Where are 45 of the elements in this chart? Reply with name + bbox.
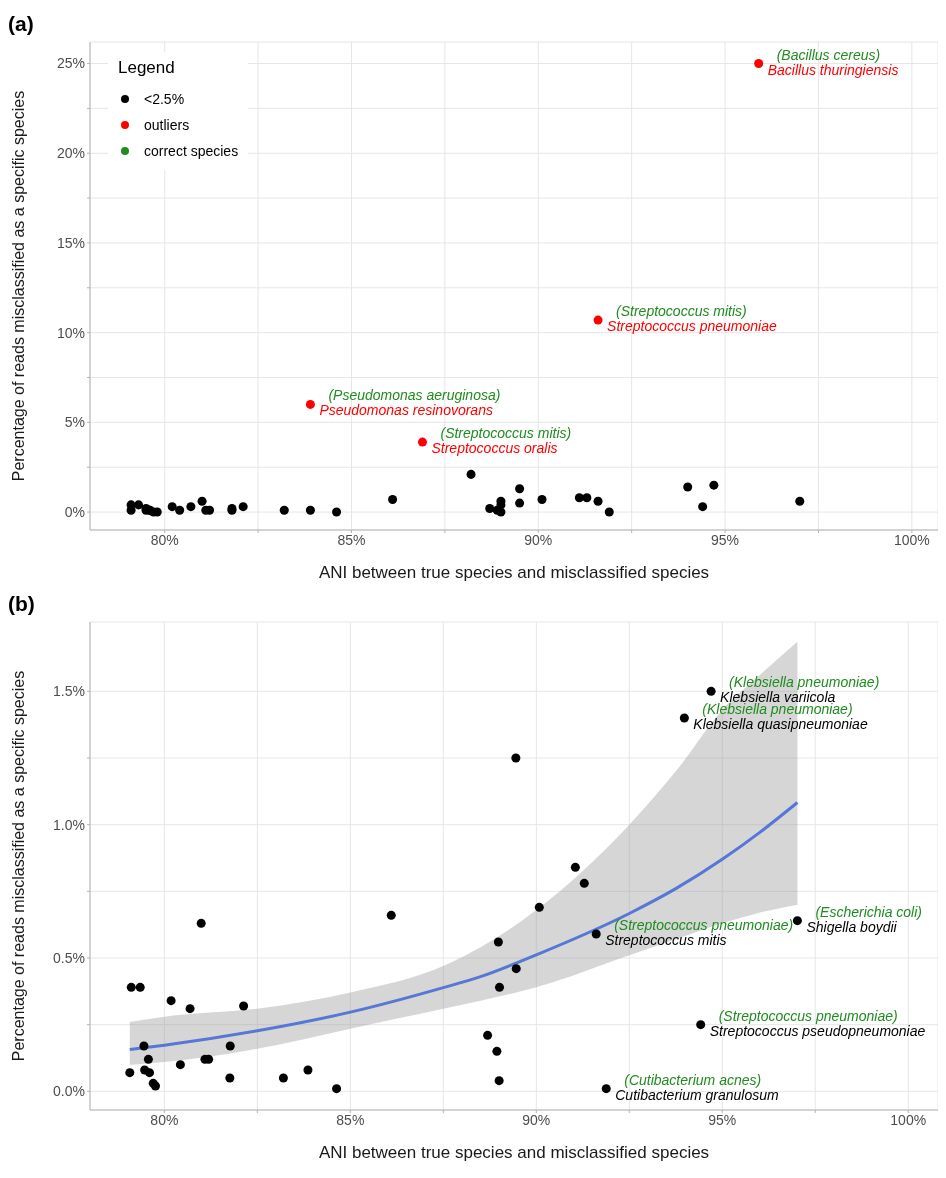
y-tick-label: 0.0% xyxy=(53,1083,85,1100)
x-axis-title: ANI between true species and misclassified species xyxy=(318,563,710,582)
annotation: Pseudomonas resinovorans xyxy=(319,402,493,419)
annotation: (Escherichia coli) xyxy=(815,903,922,920)
annotation: (Klebsiella pneumoniae) xyxy=(729,674,880,691)
annotation: (Streptococcus pneumoniae) xyxy=(718,1007,898,1024)
x-tick-label: 95% xyxy=(708,1111,737,1128)
y-tick-label: 5% xyxy=(64,414,85,431)
annotation: (Pseudomonas aeruginosa) xyxy=(328,387,501,404)
x-tick-label: 100% xyxy=(890,1111,927,1128)
legend-label: outliers xyxy=(144,117,190,133)
y-tick-label: 1.0% xyxy=(53,816,85,833)
legend-label: correct species xyxy=(144,143,239,159)
legend-title: Legend xyxy=(118,58,176,78)
annotation: Streptococcus mitis xyxy=(605,932,727,948)
annotation: (Cutibacterium acnes) xyxy=(624,1071,762,1088)
x-tick-label: 85% xyxy=(336,1111,365,1128)
x-tick-label: 100% xyxy=(893,531,930,548)
chart-title: (b) xyxy=(8,592,35,616)
y-tick-label: 1.5% xyxy=(53,683,85,700)
annotation: (Streptococcus pneumoniae) xyxy=(614,917,794,933)
annotation: Streptococcus pneumoniae xyxy=(607,318,777,335)
x-tick-label: 95% xyxy=(711,531,740,548)
y-tick-label: 15% xyxy=(56,234,85,251)
y-tick-label: 20% xyxy=(56,145,85,162)
annotation: (Streptococcus mitis) xyxy=(440,425,572,442)
y-axis-title: Percentage of reads misclassified as a specific species xyxy=(9,90,27,482)
x-tick-label: 80% xyxy=(150,1111,179,1128)
legend-label: <2.5% xyxy=(144,91,185,107)
x-tick-label: 90% xyxy=(524,531,553,548)
x-tick-label: 80% xyxy=(150,531,179,548)
y-tick-label: 0.5% xyxy=(53,949,85,966)
x-axis-title: ANI between true species and misclassified species xyxy=(318,1143,710,1162)
annotation: (Streptococcus mitis) xyxy=(616,303,747,320)
x-tick-label: 90% xyxy=(522,1111,551,1128)
y-tick-label: 25% xyxy=(56,55,85,72)
annotation: Streptococcus oralis xyxy=(431,440,558,457)
x-tick-label: 85% xyxy=(337,531,366,548)
chart-title: (a) xyxy=(8,12,34,36)
annotation: Klebsiella quasipneumoniae xyxy=(693,716,868,732)
y-tick-label: 0% xyxy=(64,504,85,521)
annotation: (Bacillus cereus) xyxy=(776,46,881,63)
annotation: (Klebsiella pneumoniae) xyxy=(702,701,853,717)
y-tick-label: 10% xyxy=(56,324,85,341)
y-axis-title: Percentage of reads misclassified as a specific species xyxy=(9,670,27,1062)
